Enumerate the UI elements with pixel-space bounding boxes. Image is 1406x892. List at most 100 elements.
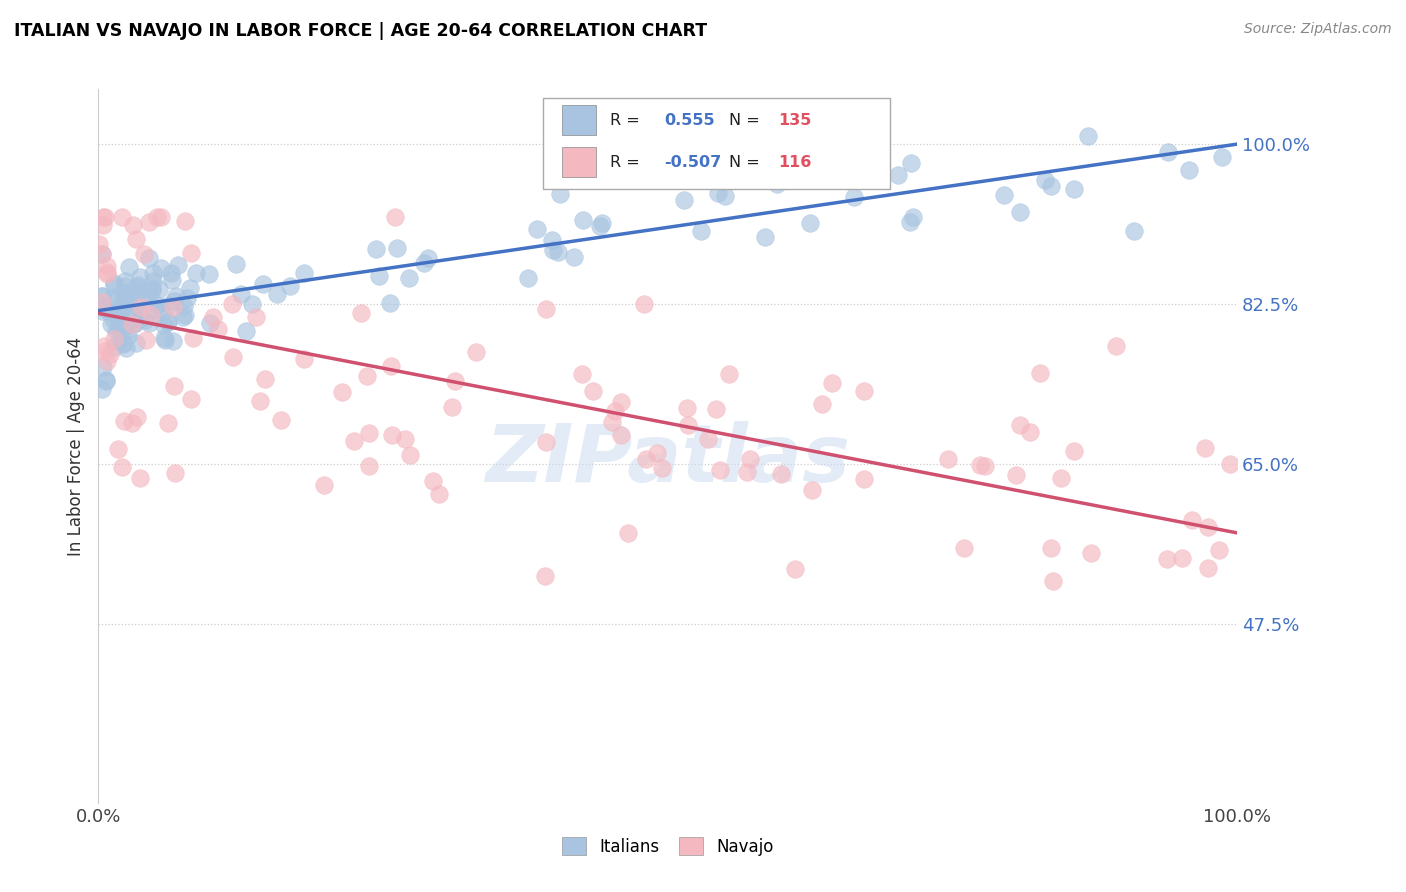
Point [91,294,114,309]
Point [198,316,221,330]
Point [245,310,267,325]
Point [91,247,114,261]
Point [97,303,120,318]
Point [142,302,165,317]
Point [207,322,229,336]
Point [96,354,118,368]
Point [90,382,112,396]
Point [91,219,114,233]
Point [127,277,149,292]
Point [111,211,134,225]
Point [1010,418,1032,433]
Point [148,282,170,296]
Point [1157,145,1180,159]
Point [93,344,115,359]
Point [249,393,271,408]
Point [571,367,593,381]
Point [974,458,997,473]
Point [1050,471,1073,485]
Point [114,414,136,428]
Point [138,215,160,229]
Point [252,277,274,292]
Point [1197,519,1219,533]
Point [821,376,844,390]
Point [416,251,439,265]
Point [160,266,183,280]
Point [103,277,125,292]
Point [645,446,668,460]
Text: ZIPatlas: ZIPatlas [485,421,851,500]
Point [152,304,174,318]
Point [811,397,834,411]
Text: N =: N = [730,154,765,169]
Point [697,432,720,446]
Point [717,367,740,381]
Point [953,541,976,556]
Point [117,329,139,343]
Point [413,256,436,270]
Point [387,241,409,255]
Point [117,285,139,300]
Point [96,259,118,273]
Point [141,282,163,296]
Point [198,268,221,282]
Point [1211,150,1233,164]
Point [541,233,564,247]
Point [1208,543,1230,558]
Point [135,333,157,347]
Point [103,340,125,354]
Point [173,214,195,228]
Point [138,251,160,265]
Point [152,318,174,333]
Point [93,359,115,374]
Point [1019,425,1042,440]
Point [163,294,186,309]
Point [124,316,146,330]
Point [90,289,112,303]
Point [1063,444,1085,458]
Point [422,475,444,489]
Point [142,274,165,288]
Point [1033,173,1056,187]
Point [936,451,959,466]
Point [292,351,315,366]
Point [121,301,143,316]
Point [222,350,245,364]
Point [157,416,180,430]
Point [111,335,134,350]
Point [117,260,139,274]
Point [121,416,143,430]
Point [111,459,134,474]
Point [526,222,548,236]
Point [114,279,136,293]
Point [155,333,177,347]
Point [94,374,117,388]
Point [547,245,569,260]
Point [427,486,450,500]
Point [146,298,169,312]
Point [146,211,169,225]
Point [766,177,789,191]
Point [381,427,404,442]
Point [127,280,149,294]
Point [107,293,129,307]
Point [118,286,141,301]
Point [536,434,558,449]
Point [589,219,612,234]
FancyBboxPatch shape [543,98,890,189]
Point [853,384,876,399]
Point [156,314,179,328]
Point [541,243,564,257]
Point [87,237,110,252]
Point [150,211,173,225]
Point [465,345,488,359]
Text: R =: R = [610,154,644,169]
Point [1219,457,1241,471]
Point [678,417,700,432]
Point [1080,546,1102,560]
Point [127,307,149,321]
Point [124,232,146,246]
Point [969,458,991,472]
Point [1004,468,1026,483]
Point [357,426,380,441]
